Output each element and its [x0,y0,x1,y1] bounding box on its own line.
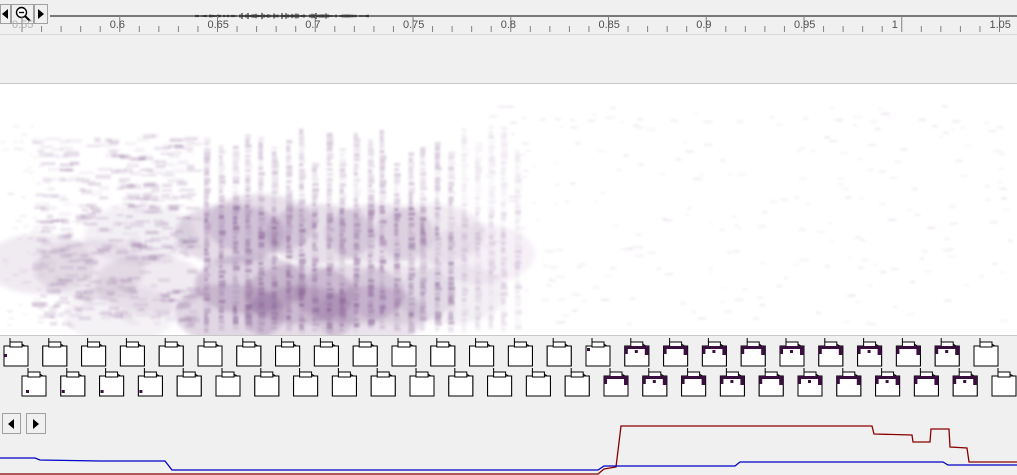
frame-indicator [137,368,163,397]
frame-indicator [507,338,533,367]
frame-indicator [21,368,47,397]
frame-indicator [409,368,435,397]
frame-indicator [663,338,689,367]
frame-indicator [740,338,766,367]
zoom-out-icon [15,6,31,22]
frame-indicator [81,338,107,367]
ruler-tick-label: 0.9 [696,19,712,31]
frame-indicator [779,338,805,367]
frame-indicator [158,338,184,367]
ruler-tick-label: 1.05 [989,19,1011,31]
frame-indicator [934,338,960,367]
frame-indicator [197,338,223,367]
frame-indicator [913,368,939,397]
ruler-tick-label: 0.85 [598,19,620,31]
frame-indicator [42,338,68,367]
ruler-tick-label: 0.65 [207,19,229,31]
frame-indicator [469,338,495,367]
frame-indicator [642,368,668,397]
triangle-right-icon [32,418,39,429]
ruler-tick-label: 0.75 [403,19,425,31]
frame-indicator [313,338,339,367]
frame-indicator [448,368,474,397]
frame-indicator [603,368,629,397]
frame-indicator [176,368,202,397]
frame-strip [0,336,1017,408]
frame-indicator [119,338,145,367]
frame-indicator [430,338,456,367]
frame-indicator [836,368,862,397]
time-ruler[interactable]: 0.55 0.6 0.65 0.7 0.75 0.8 0.85 0.9 0.95 1 1.05 [0,0,1017,34]
frame-indicator [681,368,707,397]
frame-indicator [564,368,590,397]
frame-indicator [352,338,378,367]
ruler-tick-label: 0.95 [794,19,816,31]
spectrogram [0,105,1013,346]
frame-indicator [585,338,611,367]
frame-indicator [391,338,417,367]
bottom-scroll-left-button[interactable] [2,413,21,434]
frame-indicator [952,368,978,397]
blue-trace [0,457,1017,471]
frame-indicator [719,368,745,397]
frame-indicator [758,368,784,397]
frame-indicator [525,368,551,397]
frame-indicator [895,338,921,367]
frame-indicator [254,368,280,397]
feature-plot-panel [0,410,1017,475]
red-trace [0,425,1017,475]
feature-traces [0,425,1017,475]
triangle-right-icon [37,9,44,19]
frame-indicator [99,368,125,397]
frame-indicator [215,368,241,397]
frame-grid [3,338,1017,397]
spectrogram-panel[interactable] [0,83,1017,346]
frame-indicator [331,368,357,397]
frame-indicator [487,368,513,397]
frame-indicator [857,338,883,367]
frame-indicator [275,338,301,367]
scroll-right-button[interactable] [34,4,48,24]
frame-indicator [3,338,29,367]
empty-pane [0,34,1017,83]
frame-indicator [701,338,727,367]
frame-indicator [991,368,1017,397]
bottom-scroll-right-button[interactable] [26,413,46,434]
frame-indicator [818,338,844,367]
frame-indicator [370,368,396,397]
frame-indicator [60,368,86,397]
ruler-tick-label: 0.55 [12,19,34,31]
ruler-tick-label: 1 [891,19,898,31]
ruler-tick-label: 0.6 [109,19,126,31]
frame-indicator [797,368,823,397]
ruler-tick-label: 0.7 [305,19,321,31]
frame-indicator [875,368,901,397]
frame-indicator [624,338,650,367]
frame-indicator [546,338,572,367]
waveform-overview [21,12,1017,32]
frame-indicator [973,338,999,367]
frame-indicator [293,368,319,397]
ruler-tick-label: 0.8 [500,19,517,31]
triangle-left-icon [8,418,14,429]
scroll-left-button[interactable] [0,4,11,24]
triangle-left-icon [2,9,8,19]
frame-indicator [236,338,262,367]
